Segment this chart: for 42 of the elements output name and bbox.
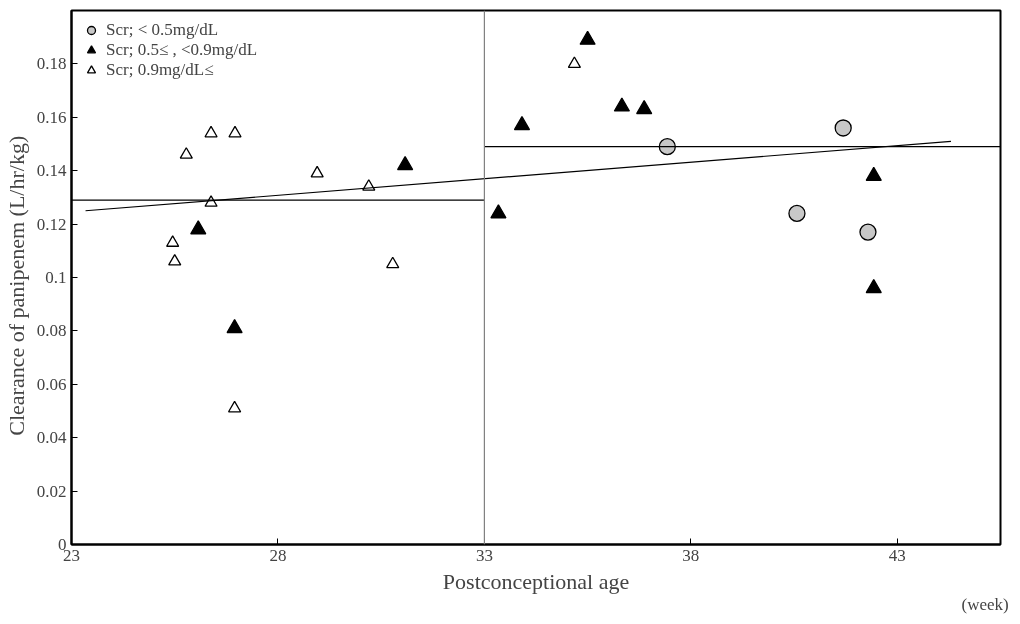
point — [396, 156, 414, 171]
point — [310, 165, 324, 178]
point — [227, 400, 242, 413]
point — [834, 119, 852, 137]
y-tick-label: 0.1 — [45, 268, 67, 287]
point — [166, 235, 180, 247]
y-tick-label: 0.06 — [36, 374, 67, 394]
point — [865, 278, 882, 294]
y-tick-label: 0.16 — [36, 107, 67, 127]
y-tick-label: 0.18 — [36, 54, 67, 74]
y-tick-label: 0.08 — [36, 321, 67, 341]
point — [788, 204, 806, 223]
y-tick-label: 0.04 — [36, 428, 67, 448]
y-tick-label: 0.02 — [36, 481, 67, 501]
point — [636, 99, 653, 115]
point — [190, 220, 207, 235]
x-axis-title: Postconceptional age — [442, 568, 630, 594]
y-axis-title: Clearance of panipenem (L/hr/kg) — [3, 135, 29, 436]
x-tick-label: 43 — [888, 545, 906, 565]
point — [228, 125, 242, 138]
point — [658, 138, 676, 156]
point — [579, 30, 596, 45]
legend-label: Scr; 0.5≤ , <0.9mg/dL — [106, 40, 258, 60]
x-tick-label: 33 — [475, 545, 493, 565]
y-tick-label: 0.12 — [36, 214, 67, 234]
point — [490, 204, 507, 219]
point — [865, 166, 882, 182]
text: (week) — [961, 594, 1009, 614]
point — [613, 97, 631, 112]
point — [226, 318, 243, 334]
point — [204, 125, 218, 138]
point — [567, 56, 582, 69]
point — [859, 223, 877, 241]
x-tick-label: 28 — [269, 545, 287, 565]
point — [168, 253, 182, 266]
point — [179, 147, 193, 159]
x-tick-label: 38 — [682, 545, 700, 565]
point — [513, 116, 531, 131]
y-tick-label: 0.14 — [36, 161, 67, 181]
point — [386, 256, 400, 269]
legend-label: Scr; < 0.5mg/dL — [106, 20, 219, 40]
legend-label: Scr; 0.9mg/dL≤ — [106, 60, 214, 80]
